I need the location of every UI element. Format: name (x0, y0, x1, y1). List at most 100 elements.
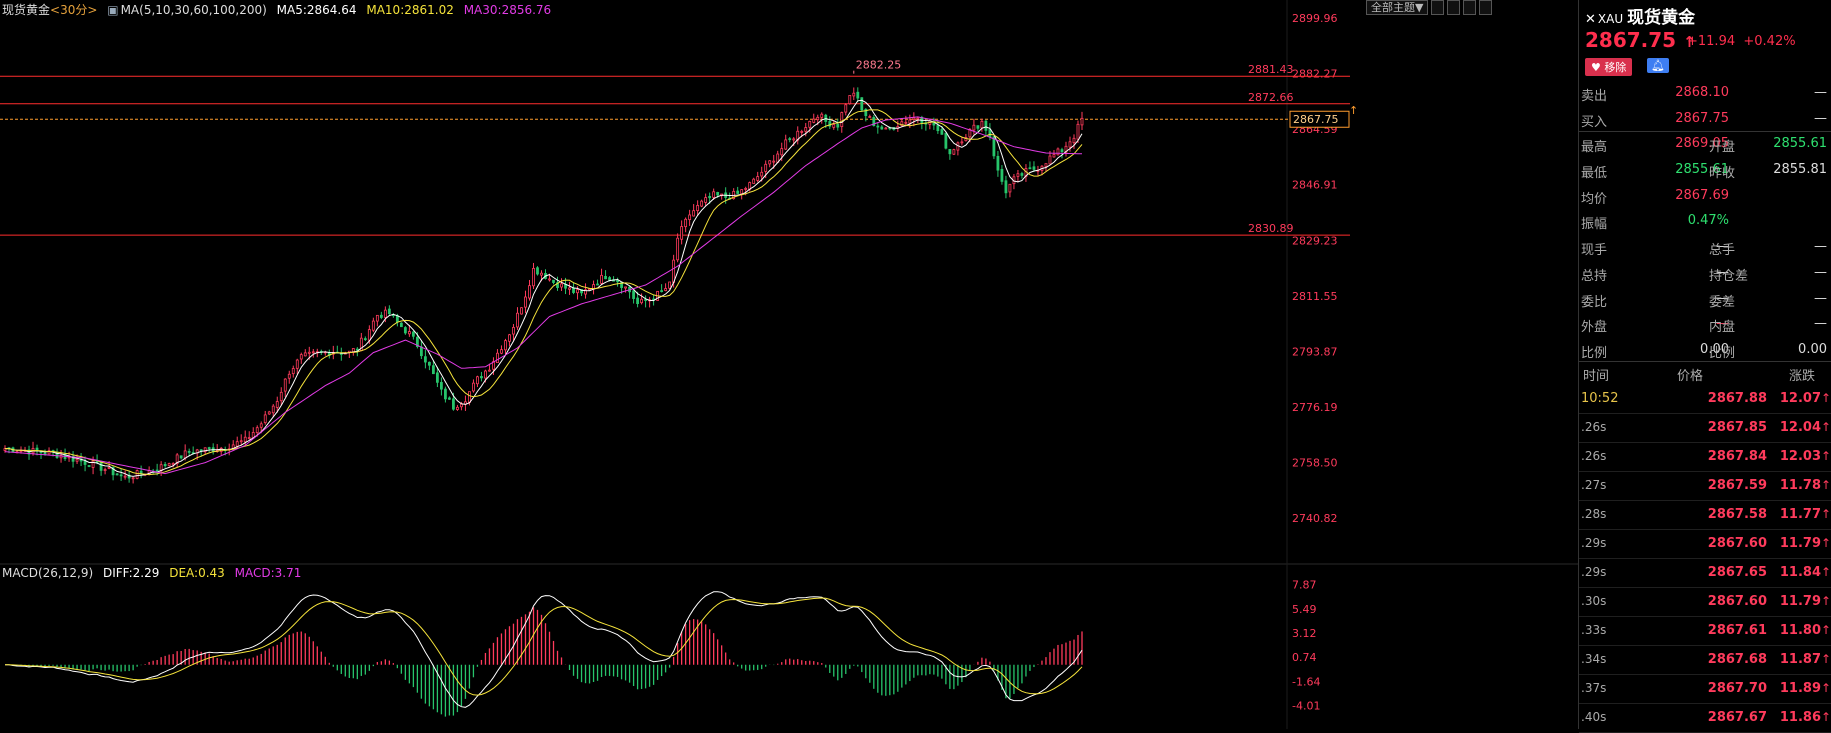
quote-value: — (1716, 290, 1729, 306)
candle-down (620, 282, 623, 288)
candle-up (812, 118, 816, 123)
tick-row: .29s 2867.65 11.84 ↑ (1579, 559, 1831, 588)
layout-icon[interactable] (1447, 0, 1461, 15)
up-arrow-icon: ↑ (1821, 652, 1831, 666)
tick-change: 11.78 (1779, 478, 1821, 493)
candle-up (508, 334, 511, 342)
candles (3, 87, 1084, 484)
candle-down (440, 382, 443, 390)
candle-down (864, 108, 868, 116)
candle-up (852, 92, 856, 97)
all-themes-button[interactable]: 全部主题▼ (1366, 0, 1429, 15)
candle-up (640, 298, 643, 304)
window-icon[interactable] (1463, 0, 1477, 15)
tick-price: 2867.85 (1707, 420, 1767, 435)
candle-up (175, 454, 179, 464)
candle-down (988, 129, 992, 138)
quote-value: 2855.61 (1675, 162, 1729, 178)
candle-up (167, 463, 171, 467)
quote-label: 卖出 (1581, 89, 1608, 104)
candle-up (676, 237, 680, 261)
tick-price: 2867.59 (1707, 478, 1767, 493)
candle-down (448, 397, 451, 400)
quote-row: 外盘 — 内盘 — (1579, 311, 1831, 337)
tick-change: 11.79 (1779, 536, 1821, 551)
candlestick-chart[interactable]: 2899.962882.272864.592846.912829.232811.… (0, 0, 1578, 729)
candle-up (524, 296, 527, 308)
up-arrow-icon: ↑ (1821, 478, 1831, 492)
quote-value: — (1716, 239, 1729, 255)
tick-price: 2867.65 (1707, 565, 1767, 580)
tick-time: .28s (1581, 507, 1607, 521)
candle-down (556, 282, 559, 288)
candle-down (480, 376, 483, 379)
candle-up (299, 354, 303, 360)
candle-down (1060, 149, 1064, 152)
candle-down (423, 356, 427, 363)
quote-label: 最高 (1581, 140, 1608, 156)
up-arrow-icon: ↑ (1821, 391, 1831, 405)
candle-up (504, 340, 507, 351)
grid-icon[interactable] (1431, 0, 1445, 15)
candle-up (968, 128, 972, 138)
tick-time: .34s (1581, 652, 1607, 666)
candle-down (395, 315, 399, 323)
quote-label: 比例 (1709, 345, 1736, 361)
tick-time: .40s (1581, 710, 1607, 724)
price-axis-tick: 2811.55 (1292, 290, 1338, 303)
alert-button[interactable]: 🔔︎ (1647, 58, 1669, 73)
quote-value: — (1716, 316, 1729, 332)
candle-down (580, 289, 583, 294)
tick-row: .34s 2867.68 11.87 ↑ (1579, 646, 1831, 675)
tick-change: 11.87 (1779, 652, 1821, 667)
candle-down (788, 138, 792, 141)
quote-label: 均价 (1581, 191, 1608, 207)
macd-axis-tick: 7.87 (1292, 578, 1317, 591)
remove-label: 移除 (1604, 61, 1627, 74)
level-label: 2830.89 (1248, 222, 1294, 235)
candle-down (119, 474, 123, 477)
candle-up (279, 391, 283, 402)
chart-area[interactable]: 2899.96 2882.27 2864.59 2846.91 2829.23 2811.… (0, 0, 1578, 729)
remove-watch-button[interactable]: ♥ 移除 (1585, 58, 1633, 76)
period-label[interactable]: <30分> (50, 3, 98, 17)
symbol-label: 现货黄金 (2, 3, 51, 17)
ma30-value: MA30:2856.76 (463, 3, 552, 17)
tick-change: 11.89 (1779, 681, 1821, 696)
quote-label: 持仓差 (1709, 268, 1749, 284)
tick-time: .30s (1581, 594, 1607, 608)
quote-row: 最低 2855.61 昨收 2855.81 (1579, 157, 1831, 183)
candle-down (115, 473, 119, 476)
quote-label: 外盘 (1581, 320, 1608, 336)
chart-icon[interactable]: ▣ (107, 3, 119, 17)
macd-axis-tick: -1.64 (1292, 675, 1320, 688)
candle-up (980, 120, 984, 129)
close-icon[interactable]: ✕ (1585, 12, 1596, 27)
candle-up (488, 369, 491, 372)
tick-row: .26s 2867.84 12.03 ↑ (1579, 443, 1831, 472)
candle-down (872, 117, 876, 126)
candle-up (868, 116, 872, 118)
candle-up (107, 466, 111, 469)
candle-down (87, 465, 91, 467)
candle-up (476, 376, 479, 385)
expand-icon[interactable] (1479, 0, 1493, 15)
candle-up (235, 441, 239, 447)
tick-change: 11.86 (1779, 710, 1821, 725)
candle-up (668, 281, 672, 289)
candle-down (83, 460, 87, 465)
tick-list[interactable]: 10:52 2867.88 12.07 ↑ .26s 2867.85 12.04 ↑ .26s 2… (1579, 385, 1831, 733)
candle-up (816, 116, 820, 121)
candle-up (740, 189, 744, 195)
tick-row: .28s 2867.58 11.77 ↑ (1579, 501, 1831, 530)
candle-down (992, 136, 996, 157)
quote-label: 内盘 (1709, 320, 1736, 336)
tick-change: 12.03 (1779, 449, 1821, 464)
chart-header: 现货黄金<30分> ▣ MA(5,10,30,60,100,200) MA5:28… (2, 1, 557, 18)
price-axis-tick: 2776.19 (1292, 401, 1338, 414)
candle-up (520, 307, 523, 315)
last-price: 2867.75 ↑ (1585, 28, 1696, 52)
candle-down (1032, 166, 1036, 170)
symbol-code: XAU (1597, 12, 1624, 26)
price-axis-tick: 2846.91 (1292, 179, 1338, 192)
